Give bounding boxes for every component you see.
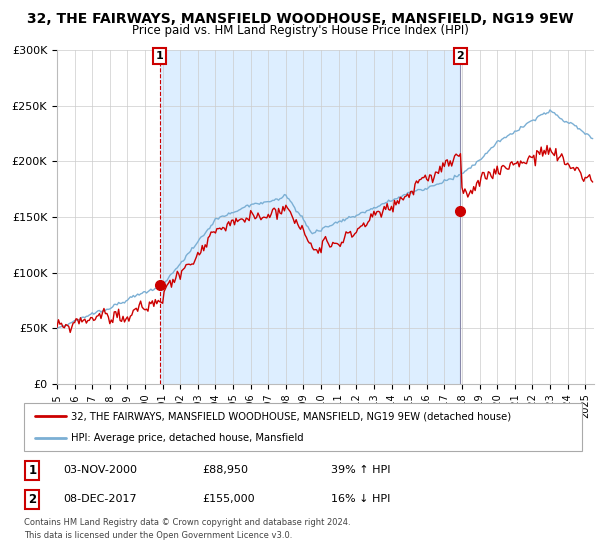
Text: Contains HM Land Registry data © Crown copyright and database right 2024.: Contains HM Land Registry data © Crown c…: [24, 518, 350, 527]
Bar: [160, 50, 460, 384]
Text: 2: 2: [28, 493, 37, 506]
Text: 03-NOV-2000: 03-NOV-2000: [63, 465, 137, 475]
Text: £155,000: £155,000: [203, 494, 255, 505]
FancyBboxPatch shape: [24, 403, 582, 451]
Text: This data is licensed under the Open Government Licence v3.0.: This data is licensed under the Open Gov…: [24, 531, 292, 540]
Text: Price paid vs. HM Land Registry's House Price Index (HPI): Price paid vs. HM Land Registry's House …: [131, 24, 469, 36]
Text: 32, THE FAIRWAYS, MANSFIELD WOODHOUSE, MANSFIELD, NG19 9EW: 32, THE FAIRWAYS, MANSFIELD WOODHOUSE, M…: [26, 12, 574, 26]
Text: 16% ↓ HPI: 16% ↓ HPI: [331, 494, 390, 505]
Text: HPI: Average price, detached house, Mansfield: HPI: Average price, detached house, Mans…: [71, 433, 304, 443]
Text: 2: 2: [457, 51, 464, 61]
Text: £88,950: £88,950: [203, 465, 248, 475]
Text: 1: 1: [156, 51, 164, 61]
Text: 08-DEC-2017: 08-DEC-2017: [63, 494, 137, 505]
Text: 1: 1: [28, 464, 37, 477]
Text: 32, THE FAIRWAYS, MANSFIELD WOODHOUSE, MANSFIELD, NG19 9EW (detached house): 32, THE FAIRWAYS, MANSFIELD WOODHOUSE, M…: [71, 411, 512, 421]
Text: 39% ↑ HPI: 39% ↑ HPI: [331, 465, 391, 475]
